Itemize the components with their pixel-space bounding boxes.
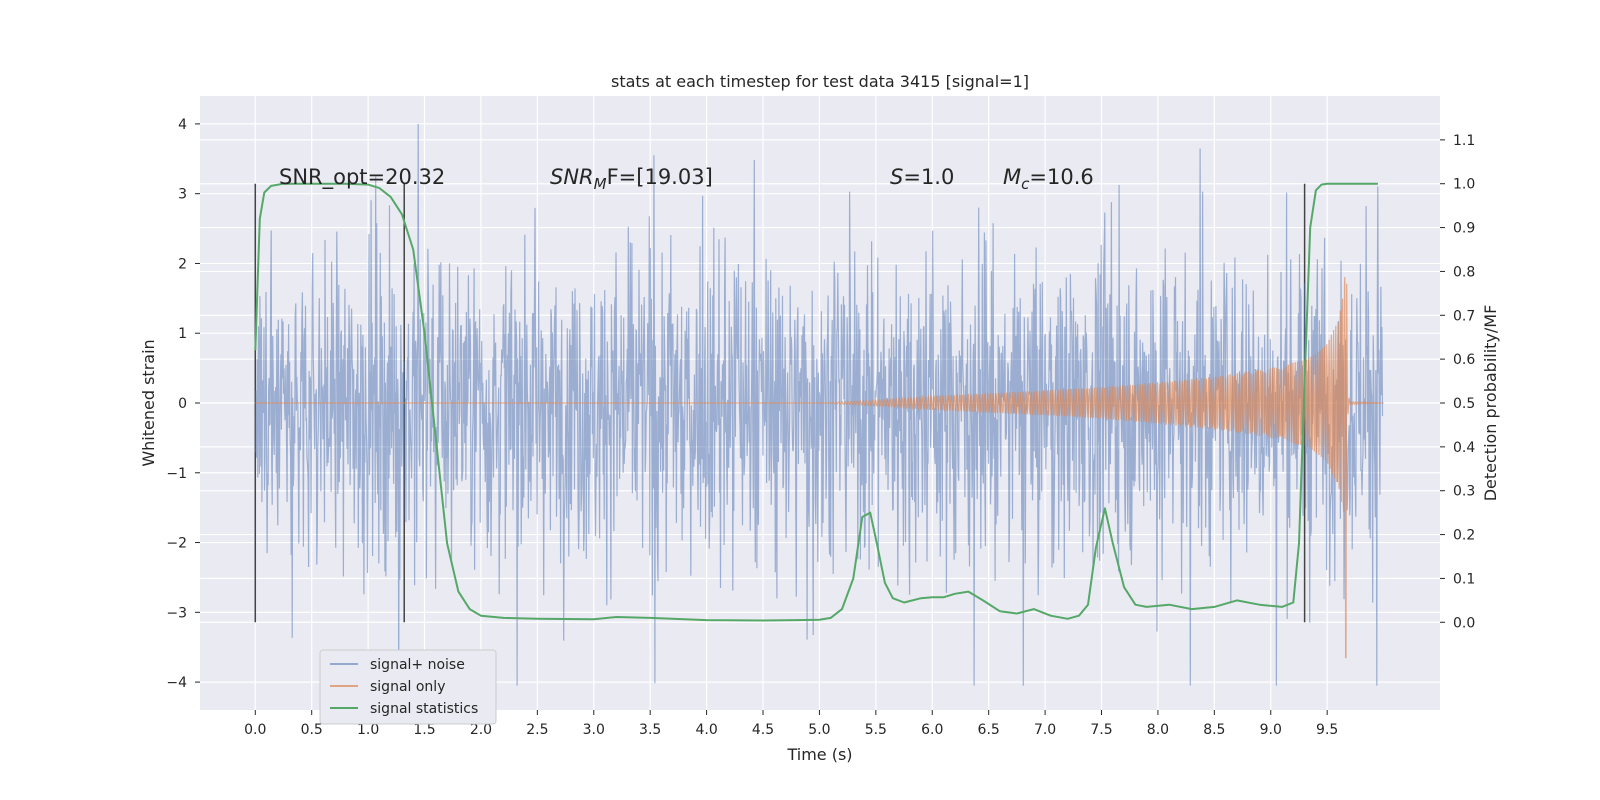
x-tick-label: 0.0 (244, 722, 266, 738)
y-tick-label: 2 (178, 256, 187, 272)
x-tick-label: 8.0 (1147, 722, 1169, 738)
y2-tick-label: 0.5 (1453, 396, 1475, 412)
x-tick-label: 7.5 (1090, 722, 1112, 738)
y2-tick-label: 0.3 (1453, 484, 1475, 500)
y2-tick-label: 0.9 (1453, 221, 1475, 237)
x-axis-label: Time (s) (786, 745, 852, 764)
series-signal-statistics (254, 182, 1378, 622)
y2-tick-label: 0.1 (1453, 571, 1475, 587)
x-tick-label: 0.5 (301, 722, 323, 738)
y-tick-label: 0 (178, 396, 187, 412)
legend-label-signal-only: signal only (370, 679, 445, 695)
y2-tick-label: 0.2 (1453, 528, 1475, 544)
y2-tick-label: 0.7 (1453, 308, 1475, 324)
x-tick-label: 1.0 (357, 722, 379, 738)
x-tick-label: 9.5 (1316, 722, 1338, 738)
x-tick-label: 4.5 (752, 722, 774, 738)
signal-only-line (255, 276, 1384, 659)
y-tick-label: 1 (178, 326, 187, 342)
chart-title: stats at each timestep for test data 341… (611, 72, 1029, 91)
y2-tick-label: 0.8 (1453, 264, 1475, 280)
y2-tick-label: 0.4 (1453, 440, 1475, 456)
legend-box (319, 649, 497, 725)
x-tick-label: 8.5 (1203, 722, 1225, 738)
y-tick-label: −3 (166, 605, 187, 621)
x-tick-label: 7.0 (1034, 722, 1056, 738)
x-tick-label: 2.0 (470, 722, 492, 738)
x-tick-label: 3.5 (639, 722, 661, 738)
y2-axis-label: Detection probability/MF (1481, 305, 1500, 502)
legend-label-signal-noise: signal+ noise (370, 657, 465, 673)
y-tick-label: 4 (178, 117, 187, 133)
y-tick-label: −2 (166, 536, 187, 552)
x-tick-label: 5.5 (865, 722, 887, 738)
legend-label-signal-statistics: signal statistics (370, 701, 478, 717)
x-tick-label: 1.5 (413, 722, 435, 738)
x-tick-label: 2.5 (526, 722, 548, 738)
y-tick-label: −1 (166, 466, 187, 482)
x-tick-label: 4.0 (695, 722, 717, 738)
axes: 0.0 0.5 1.0 1.5 2.0 2.5 3.0 3.5 4.0 4.5 5.0 5.5 6.0 6… (166, 117, 1475, 738)
annotation-s: S=1.0 (890, 165, 954, 189)
y2-tick-label: 0.6 (1453, 352, 1475, 368)
x-tick-label: 6.0 (921, 722, 943, 738)
x-tick-label: 9.0 (1260, 722, 1282, 738)
x-tick-label: 6.5 (978, 722, 1000, 738)
signal-statistics-line (254, 182, 1378, 622)
y2-tick-label: 1.1 (1453, 133, 1475, 149)
x-tick-label: 3.0 (583, 722, 605, 738)
annotation-snr-opt: SNR_opt=20.32 (279, 165, 445, 190)
y-tick-label: 3 (178, 187, 187, 203)
series-signal-only (255, 276, 1384, 659)
y-tick-label: −4 (166, 675, 187, 691)
y2-tick-label: 1.0 (1453, 177, 1475, 193)
legend: signal+ noise signal only signal statist… (319, 649, 497, 725)
x-tick-label: 5.0 (808, 722, 830, 738)
annotation-mc: Mc=10.6 (1003, 165, 1094, 193)
y2-tick-label: 0.0 (1453, 615, 1475, 631)
y-axis-label: Whitened strain (139, 339, 158, 466)
annotation-snr-mf: SNRMF=[19.03] (550, 165, 713, 193)
